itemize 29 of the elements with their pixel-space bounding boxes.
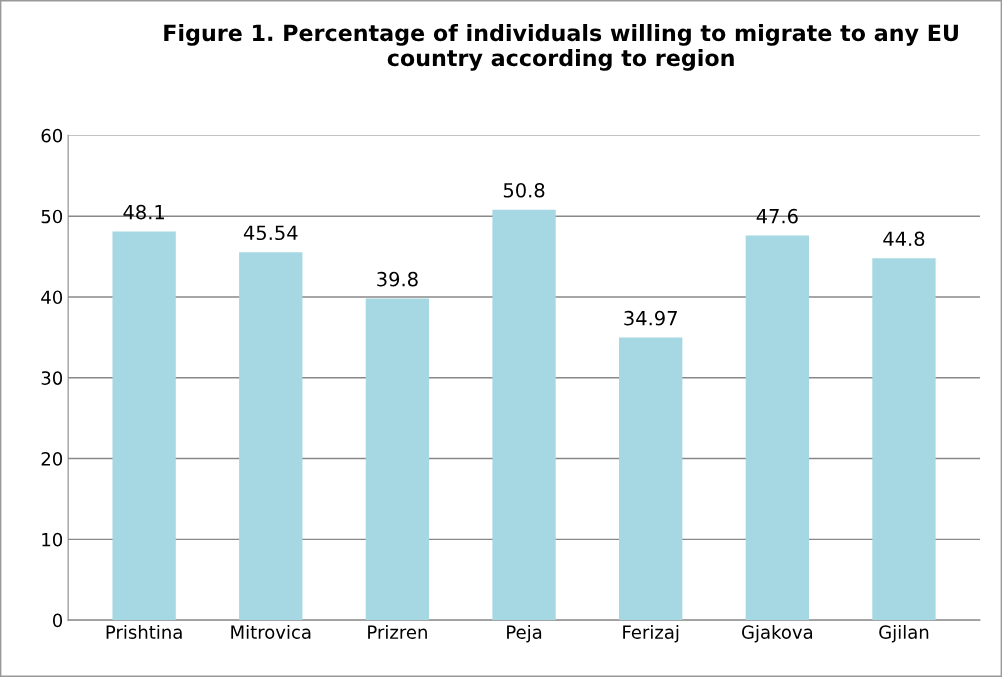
- bar: [745, 235, 809, 621]
- x-tick-label: Ferizaj: [623, 624, 679, 643]
- y-tick-label: 30: [41, 371, 63, 385]
- data-label: 47.6: [756, 208, 798, 224]
- data-label: 50.8: [503, 182, 545, 198]
- y-tick-label: 40: [41, 290, 63, 305]
- data-label: 34.97: [624, 310, 677, 326]
- y-tick-label: 50: [41, 209, 63, 224]
- bar: [492, 209, 556, 621]
- y-tick-label: 0: [52, 613, 63, 628]
- y-tick-label: 60: [41, 128, 63, 143]
- x-tick-label: Gjakova: [742, 624, 813, 643]
- bar: [872, 258, 936, 621]
- bar: [619, 337, 683, 621]
- data-label: 44.8: [883, 231, 925, 247]
- y-tick-label: 10: [42, 532, 63, 547]
- x-tick-label: Prishtina: [106, 624, 182, 639]
- x-tick-label: Mitrovica: [231, 624, 311, 639]
- data-label: 39.8: [377, 271, 418, 287]
- data-label: 45.54: [243, 225, 298, 241]
- x-tick-label: Prizren: [368, 624, 427, 639]
- data-label: 48.1: [123, 204, 164, 220]
- bar: [112, 231, 176, 621]
- x-tick-label: Peja: [507, 624, 542, 643]
- bar: [239, 252, 303, 621]
- chart-title: Figure 1. Percentage of individuals willing to migrate to any EU country according to region: [164, 24, 958, 71]
- y-tick-label: 20: [41, 452, 63, 466]
- bar: [365, 298, 430, 621]
- x-tick-label: Gjilan: [879, 624, 929, 643]
